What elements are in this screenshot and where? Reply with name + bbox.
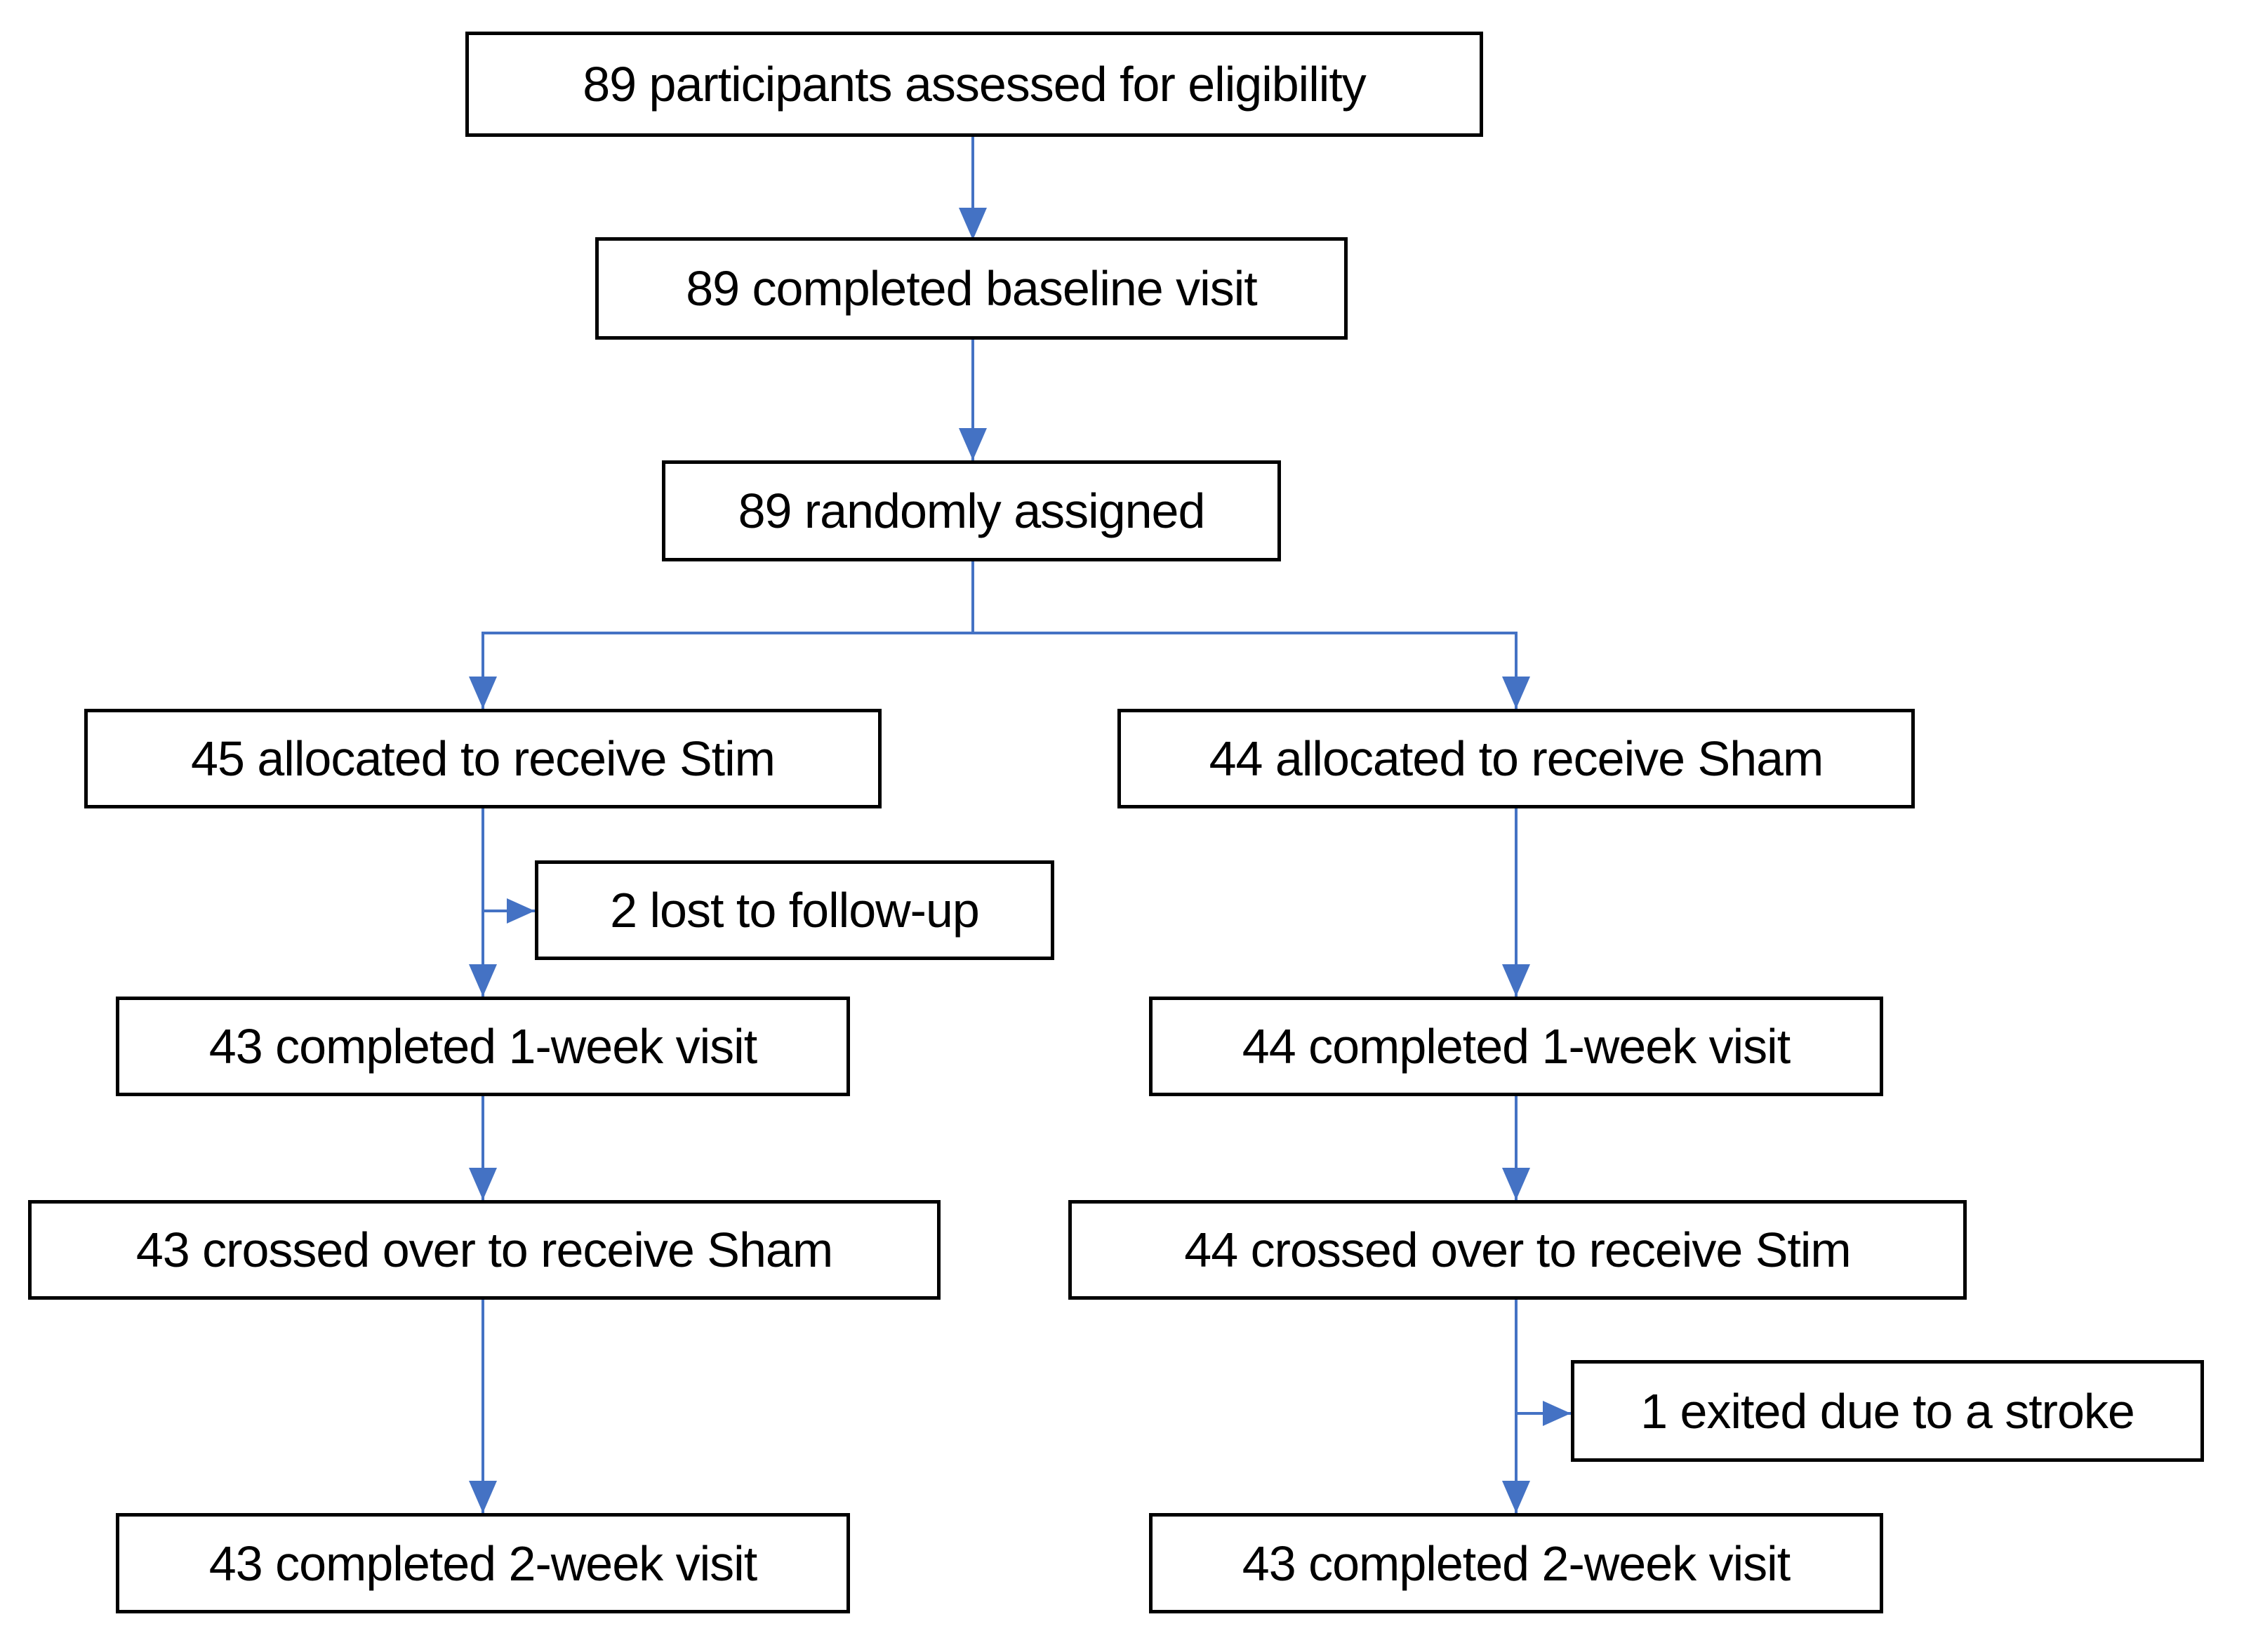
edge-randomized-branch-stem <box>971 561 974 633</box>
edge-baseline-randomized <box>971 340 974 460</box>
node-cross-stim-label: 44 crossed over to receive Stim <box>1184 1223 1851 1277</box>
edge-alloc_stim-stim_week1 <box>482 808 484 997</box>
edge-cross_sham-stim_week2 <box>482 1300 484 1513</box>
arrow-down-icon <box>959 208 987 240</box>
node-alloc-stim: 45 allocated to receive Stim <box>84 709 882 808</box>
arrow-down-icon <box>469 964 497 997</box>
node-cross-stim: 44 crossed over to receive Stim <box>1068 1200 1967 1300</box>
arrow-right-icon <box>507 898 535 924</box>
edge-alloc_sham-sham_week1 <box>1515 808 1518 997</box>
node-stim-week2: 43 completed 2-week visit <box>116 1513 850 1613</box>
edge-randomized-branch-bar <box>483 632 1518 634</box>
edge-cross_stim-sham_week2 <box>1515 1300 1518 1513</box>
arrow-down-icon <box>1502 677 1530 709</box>
node-stim-week1-label: 43 completed 1-week visit <box>208 1019 757 1074</box>
edge-sham_week1-cross_stim <box>1515 1096 1518 1200</box>
edge-assessed-baseline <box>971 137 974 240</box>
node-alloc-sham: 44 allocated to receive Sham <box>1117 709 1915 808</box>
node-baseline: 89 completed baseline visit <box>595 237 1348 340</box>
node-sham-week1: 44 completed 1-week visit <box>1149 997 1883 1096</box>
arrow-down-icon <box>1502 964 1530 997</box>
node-stim-week1: 43 completed 1-week visit <box>116 997 850 1096</box>
edge-randomized-alloc_stim <box>482 632 484 709</box>
node-lost-followup: 2 lost to follow-up <box>535 860 1054 960</box>
arrow-down-icon <box>469 1168 497 1200</box>
node-alloc-sham-label: 44 allocated to receive Sham <box>1209 731 1824 786</box>
node-baseline-label: 89 completed baseline visit <box>686 261 1257 316</box>
node-cross-sham-label: 43 crossed over to receive Sham <box>135 1223 833 1277</box>
arrow-down-icon <box>469 1481 497 1513</box>
node-alloc-stim-label: 45 allocated to receive Stim <box>191 731 776 786</box>
node-exited-stroke-label: 1 exited due to a stroke <box>1640 1383 2135 1439</box>
arrow-down-icon <box>469 677 497 709</box>
edge-stim_week1-cross_sham <box>482 1096 484 1200</box>
arrow-down-icon <box>959 428 987 460</box>
edge-randomized-alloc_sham <box>1515 632 1518 709</box>
arrow-down-icon <box>1502 1168 1530 1200</box>
node-assessed: 89 participants assessed for eligibility <box>465 32 1483 137</box>
node-cross-sham: 43 crossed over to receive Sham <box>28 1200 941 1300</box>
node-exited-stroke: 1 exited due to a stroke <box>1571 1360 2204 1462</box>
node-sham-week2-label: 43 completed 2-week visit <box>1242 1536 1791 1591</box>
node-randomized-label: 89 randomly assigned <box>738 484 1206 538</box>
node-sham-week1-label: 44 completed 1-week visit <box>1242 1019 1791 1074</box>
node-sham-week2: 43 completed 2-week visit <box>1149 1513 1883 1613</box>
arrow-right-icon <box>1543 1401 1571 1426</box>
node-assessed-label: 89 participants assessed for eligibility <box>583 57 1367 112</box>
arrow-down-icon <box>1502 1481 1530 1513</box>
node-randomized: 89 randomly assigned <box>662 460 1281 561</box>
node-stim-week2-label: 43 completed 2-week visit <box>208 1536 757 1591</box>
node-lost-followup-label: 2 lost to follow-up <box>610 883 980 938</box>
